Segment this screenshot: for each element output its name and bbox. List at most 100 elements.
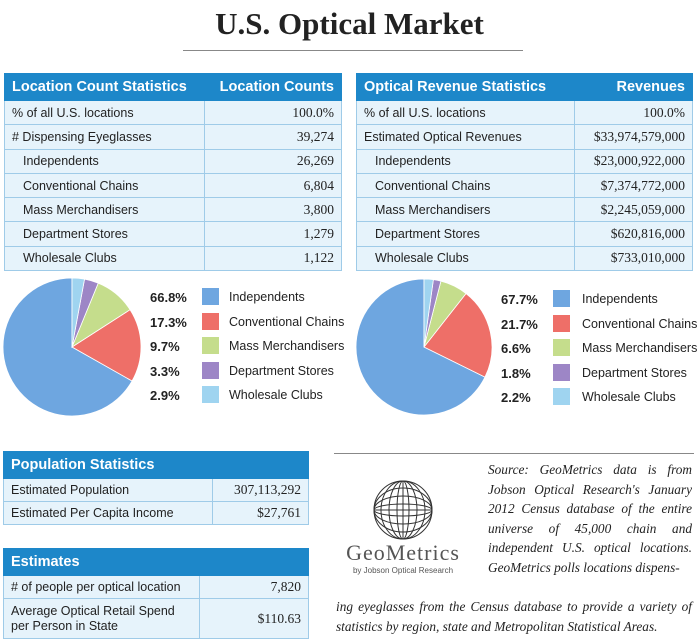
estimates-table: Estimates # of people per optical locati…	[3, 548, 309, 639]
source-note: Source: GeoMetrics data is from Jobson O…	[488, 462, 692, 575]
legend-swatch	[553, 388, 570, 405]
legend-label: Independents	[582, 292, 658, 306]
row-label: Wholesale Clubs	[355, 245, 576, 272]
table-row: Department Stores 1,279	[3, 221, 342, 247]
table-row: Conventional Chains 6,804	[3, 172, 342, 199]
table-header-row: Optical Revenue Statistics Revenues	[355, 73, 693, 101]
table-row: Estimated Optical Revenues $33,974,579,00…	[355, 124, 693, 150]
data-label: 67.7%	[501, 292, 538, 307]
legend-item-wholesale-clubs: 2.9% Wholesale Clubs	[150, 386, 470, 406]
source-note-continued: ing eyeglasses from the Census database …	[336, 599, 692, 634]
table-header-row: Location Count Statistics Location Count…	[3, 73, 342, 101]
legend-item-wholesale-clubs: 2.2% Wholesale Clubs	[501, 388, 699, 408]
pie-slice-wholesale-clubs	[423, 278, 434, 348]
revenue-share-legend: 67.7% Independents 21.7% Conventional Chain…	[501, 290, 699, 405]
table-row: % of all U.S. locations 100.0%	[355, 99, 693, 126]
row-value: 1,122	[204, 245, 342, 272]
row-value: 100.0%	[204, 99, 342, 126]
table-row: Average Optical Retail Spend per Person …	[3, 598, 309, 639]
data-label: 9.7%	[150, 339, 180, 354]
legend-swatch	[202, 288, 219, 305]
table-row: Independents 26,269	[3, 148, 342, 174]
legend-item-mass-merchandisers: 6.6% Mass Merchandisers	[501, 339, 699, 359]
row-label: Independents	[355, 148, 576, 174]
geometrics-logo: GeoMetrics	[346, 540, 460, 565]
legend-item-conventional-chains: 21.7% Conventional Chains	[501, 314, 699, 335]
legend-swatch	[553, 339, 570, 356]
data-label: 17.3%	[150, 314, 187, 330]
pie-slice-conventional-chains	[423, 292, 493, 378]
revenue-share-pie-chart	[355, 278, 493, 416]
row-value: $2,245,059,000	[574, 197, 693, 223]
table-row: # Dispensing Eyeglasses 39,274	[3, 124, 342, 150]
column-header: Optical Revenue Statistics	[355, 73, 576, 101]
legend-label: Conventional Chains	[229, 314, 345, 329]
pie-slice-independents	[2, 277, 133, 417]
legend-label: Wholesale Clubs	[582, 390, 676, 404]
legend-item-department-stores: 1.8% Department Stores	[501, 363, 699, 384]
column-header: Location Counts	[204, 73, 342, 101]
globe-icon	[373, 480, 433, 540]
column-header: Location Count Statistics	[3, 73, 206, 101]
table-row: Conventional Chains $7,374,772,000	[355, 172, 693, 199]
data-label: 1.8%	[501, 365, 531, 381]
page-title: U.S. Optical Market	[215, 6, 484, 41]
table-row: % of all U.S. locations 100.0%	[3, 99, 342, 126]
logo-subtitle: by Jobson Optical Research	[352, 566, 454, 575]
table-row: Department Stores $620,816,000	[355, 221, 693, 247]
row-value: 26,269	[204, 148, 342, 174]
row-value: $23,000,922,000	[574, 148, 693, 174]
data-label: 2.2%	[501, 390, 531, 405]
legend-swatch	[553, 314, 570, 332]
legend-label: Department Stores	[229, 363, 334, 378]
optical-revenue-table: Optical Revenue Statistics Revenues % of…	[355, 73, 693, 272]
data-label: 6.6%	[501, 341, 531, 356]
row-value: $733,010,000	[574, 245, 693, 272]
table-title: Estimates	[3, 548, 309, 576]
legend-swatch	[202, 361, 219, 379]
legend-swatch	[202, 337, 219, 354]
legend-label: Mass Merchandisers	[582, 341, 698, 355]
table-row: Mass Merchandisers $2,245,059,000	[355, 197, 693, 223]
data-label: 21.7%	[501, 316, 538, 332]
legend-label: Department Stores	[582, 365, 687, 380]
row-label: Average Optical Retail Spend per Person …	[3, 598, 200, 639]
table-row: # of people per optical location 7,820	[3, 575, 309, 599]
row-value: 6,804	[204, 172, 342, 199]
pie-slice-independents	[355, 278, 486, 416]
legend-swatch	[553, 363, 570, 381]
row-label: % of all U.S. locations	[3, 99, 206, 126]
row-value: 307,113,292	[211, 478, 310, 502]
data-label: 3.3%	[150, 363, 180, 379]
row-label: Estimated Optical Revenues	[355, 124, 576, 150]
row-label: Mass Merchandisers	[355, 197, 576, 223]
legend-label: Conventional Chains	[582, 316, 698, 331]
table-row: Mass Merchandisers 3,800	[3, 197, 342, 223]
row-label: Conventional Chains	[3, 172, 206, 199]
row-value: $110.63	[199, 598, 309, 639]
row-label: Department Stores	[355, 221, 576, 247]
table-row: Independents $23,000,922,000	[355, 148, 693, 174]
row-label: Wholesale Clubs	[3, 245, 206, 272]
legend-item-department-stores: 3.3% Department Stores	[150, 361, 470, 382]
row-value: $620,816,000	[574, 221, 693, 247]
row-label: Estimated Per Capita Income	[3, 501, 213, 525]
row-value: 3,800	[204, 197, 342, 223]
legend-item-conventional-chains: 17.3% Conventional Chains	[150, 312, 470, 333]
row-label: Mass Merchandisers	[3, 197, 206, 223]
row-value: 39,274	[204, 124, 342, 150]
legend-item-mass-merchandisers: 9.7% Mass Merchandisers	[150, 337, 470, 357]
legend-item-independents: 67.7% Independents	[501, 290, 699, 310]
row-label: Independents	[3, 148, 206, 174]
legend-swatch	[202, 312, 219, 330]
title-divider	[183, 50, 523, 51]
row-value: 7,820	[199, 575, 309, 599]
legend-swatch	[553, 290, 570, 307]
row-value: $27,761	[211, 501, 310, 525]
location-share-legend: 66.8% Independents 17.3% Conventional Chain…	[150, 288, 350, 403]
column-header: Revenues	[574, 73, 693, 101]
row-value: $33,974,579,000	[574, 124, 693, 150]
row-label: Department Stores	[3, 221, 206, 247]
source-divider	[334, 453, 694, 454]
location-share-pie-chart	[2, 277, 142, 417]
